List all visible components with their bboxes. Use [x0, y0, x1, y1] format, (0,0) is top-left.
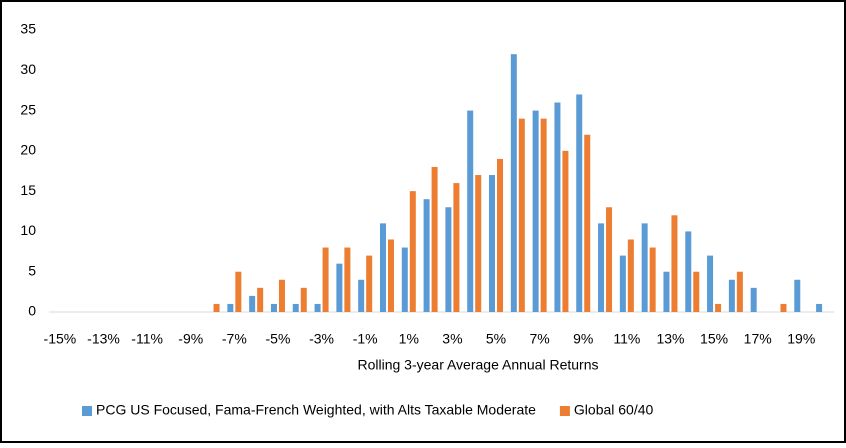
- bar: [671, 215, 678, 312]
- y-tick-label: 30: [20, 61, 36, 77]
- bar: [540, 118, 547, 312]
- x-tick-label: 19%: [787, 331, 815, 347]
- legend-label: Global 60/40: [574, 402, 654, 418]
- x-tick-label: 15%: [700, 331, 728, 347]
- bar: [300, 287, 307, 312]
- bar: [750, 287, 757, 312]
- legend-label: PCG US Focused, Fama-French Weighted, wi…: [96, 402, 536, 418]
- legend-swatch: [559, 406, 570, 416]
- bar: [816, 303, 823, 312]
- x-tick-label: 1%: [399, 331, 419, 347]
- bar: [322, 247, 329, 312]
- x-tick-label: 5%: [486, 331, 506, 347]
- bar: [235, 271, 242, 312]
- bar: [270, 303, 277, 312]
- bar: [366, 255, 373, 312]
- bar: [227, 303, 234, 312]
- y-tick-label: 35: [20, 21, 36, 37]
- bar: [409, 191, 416, 312]
- y-tick-label: 25: [20, 101, 36, 117]
- x-tick-label: 11%: [613, 331, 640, 347]
- bar: [663, 271, 670, 312]
- y-tick-label: 20: [20, 142, 36, 158]
- legend-swatch: [82, 406, 92, 416]
- x-tick-label: -3%: [309, 331, 334, 347]
- bar: [213, 303, 220, 312]
- bar: [453, 183, 460, 312]
- bar: [497, 158, 504, 312]
- bar: [292, 303, 299, 312]
- bar: [336, 263, 343, 312]
- bar: [475, 175, 482, 312]
- bar: [641, 223, 648, 312]
- bar: [780, 303, 787, 312]
- bar: [314, 303, 321, 312]
- bar: [401, 247, 408, 312]
- bar: [619, 255, 626, 312]
- bar: [627, 239, 634, 312]
- x-tick-label: -11%: [131, 331, 163, 347]
- bar: [606, 207, 613, 312]
- bar: [562, 150, 569, 312]
- x-tick-label: 13%: [656, 331, 684, 347]
- x-tick-label: -1%: [353, 331, 378, 347]
- bar: [707, 255, 714, 312]
- y-tick-label: 15: [20, 182, 36, 198]
- bar: [510, 54, 517, 313]
- bar: [423, 199, 430, 312]
- x-axis-title: Rolling 3-year Average Annual Returns: [357, 357, 598, 373]
- bar: [554, 102, 561, 312]
- y-tick-label: 5: [28, 262, 36, 278]
- bar: [532, 110, 539, 312]
- x-tick-label: -7%: [222, 331, 247, 347]
- x-tick-label: 7%: [530, 331, 550, 347]
- bar: [649, 247, 656, 312]
- bar: [379, 223, 386, 312]
- bar: [467, 110, 474, 312]
- x-tick-label: 3%: [442, 331, 462, 347]
- bar: [344, 247, 351, 312]
- bar: [518, 118, 525, 312]
- bar: [794, 279, 801, 312]
- bar: [728, 279, 735, 312]
- x-tick-label: 9%: [573, 331, 593, 347]
- x-tick-label: -5%: [266, 331, 291, 347]
- bar: [249, 295, 256, 312]
- bar: [685, 231, 692, 312]
- y-tick-label: 10: [20, 222, 36, 238]
- bar: [715, 303, 722, 312]
- bar: [693, 271, 700, 312]
- y-tick-label: 0: [28, 303, 36, 319]
- bar: [598, 223, 605, 312]
- bar: [576, 94, 583, 312]
- x-tick-label: -15%: [44, 331, 77, 347]
- bar: [445, 207, 452, 312]
- x-tick-label: 17%: [744, 331, 772, 347]
- bar: [736, 271, 743, 312]
- bar: [584, 134, 591, 312]
- bar: [387, 239, 394, 312]
- x-tick-label: -9%: [178, 331, 203, 347]
- bar: [489, 175, 496, 312]
- bar: [257, 287, 264, 312]
- bar: [431, 166, 438, 312]
- bar: [278, 279, 285, 312]
- x-tick-label: -13%: [87, 331, 120, 347]
- bar: [358, 279, 365, 312]
